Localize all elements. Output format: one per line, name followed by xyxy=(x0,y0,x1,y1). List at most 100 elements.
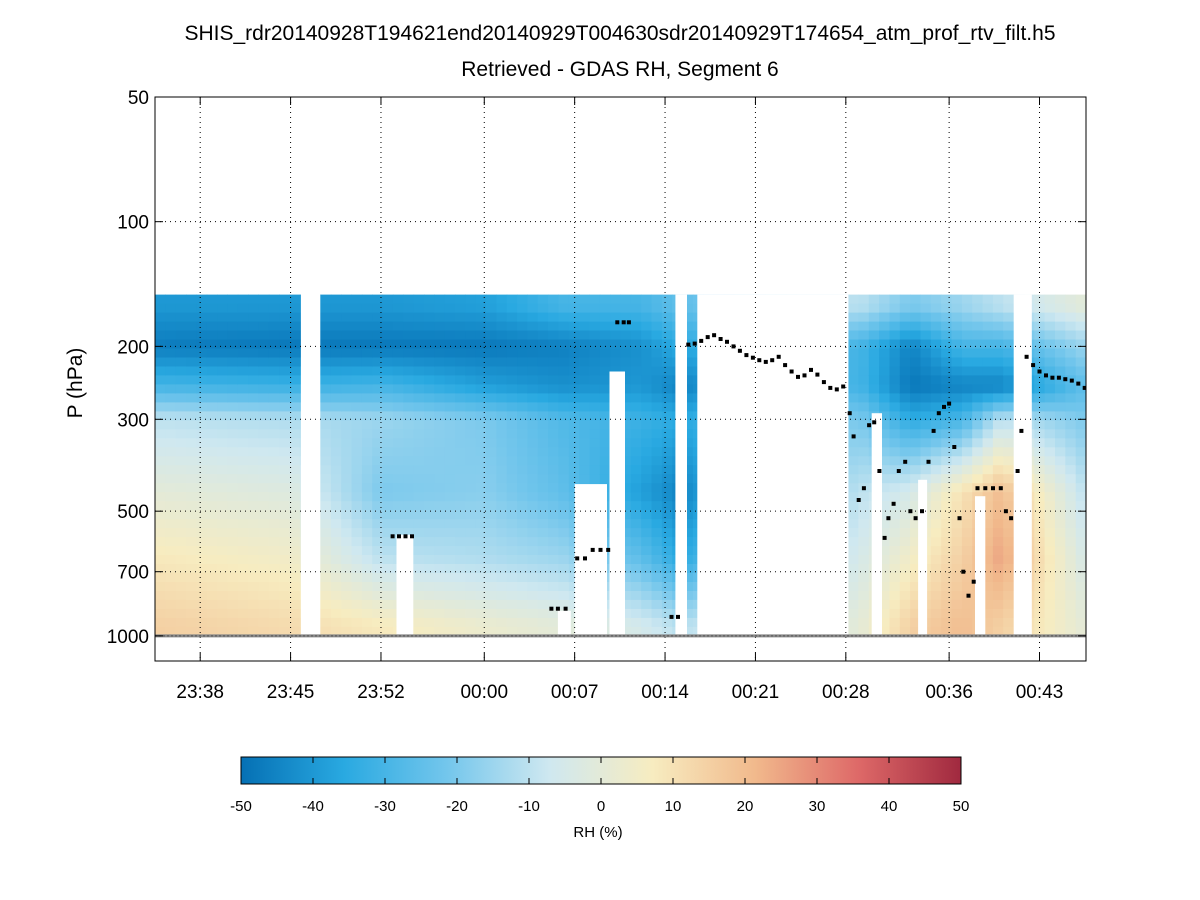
heatmap-cell xyxy=(289,312,301,323)
heatmap-cell xyxy=(517,402,528,412)
heatmap-cell xyxy=(486,429,497,439)
heatmap-cell xyxy=(289,420,301,430)
heatmap-cell xyxy=(599,411,611,421)
heatmap-cell xyxy=(289,510,301,520)
heatmap-cell xyxy=(227,375,239,385)
heatmap-cell xyxy=(961,393,973,403)
heatmap-cell xyxy=(361,411,373,421)
heatmap-cell xyxy=(320,420,332,430)
heatmap-cell xyxy=(910,348,921,359)
missing-data-gap xyxy=(697,294,849,638)
heatmap-cell xyxy=(1003,339,1015,350)
heatmap-cell xyxy=(372,330,384,341)
heatmap-cell xyxy=(258,393,270,403)
heatmap-cell xyxy=(1055,573,1066,583)
heatmap-cell xyxy=(641,294,653,305)
cloud-top-marker xyxy=(1076,381,1081,386)
heatmap-cell xyxy=(165,420,177,430)
heatmap-cell xyxy=(661,528,673,538)
heatmap-cell xyxy=(630,528,642,538)
heatmap-cell xyxy=(424,339,435,350)
heatmap-cell xyxy=(992,626,1004,637)
heatmap-cell xyxy=(372,348,384,359)
y-tick-label: 50 xyxy=(128,88,149,109)
heatmap-cell xyxy=(196,617,208,628)
heatmap-cell xyxy=(320,492,332,502)
heatmap-cell xyxy=(372,456,384,466)
heatmap-cell xyxy=(651,465,663,475)
heatmap-cell xyxy=(268,519,280,529)
heatmap-cell xyxy=(1034,608,1046,619)
heatmap-cell xyxy=(941,501,953,511)
heatmap-cell xyxy=(610,303,622,314)
heatmap-cell xyxy=(268,294,280,305)
heatmap-cell xyxy=(620,357,632,368)
heatmap-cell xyxy=(848,626,859,637)
heatmap-cell xyxy=(268,573,280,583)
heatmap-cell xyxy=(848,617,859,628)
heatmap-cell xyxy=(258,420,270,430)
heatmap-cell xyxy=(1065,492,1077,502)
heatmap-cell xyxy=(175,528,187,538)
heatmap-cell xyxy=(651,366,663,377)
heatmap-cell xyxy=(175,573,187,583)
heatmap-cell xyxy=(899,402,911,412)
heatmap-cell xyxy=(475,519,487,529)
heatmap-cell xyxy=(279,546,290,556)
heatmap-cell xyxy=(465,582,477,592)
heatmap-cell xyxy=(217,420,228,430)
heatmap-cell xyxy=(237,420,249,430)
heatmap-cell xyxy=(1065,474,1077,484)
heatmap-cell xyxy=(351,465,363,475)
heatmap-cell xyxy=(992,591,1004,601)
cloud-top-marker xyxy=(731,344,736,349)
heatmap-cell xyxy=(982,483,994,493)
heatmap-cell xyxy=(268,546,280,556)
heatmap-cell xyxy=(579,420,590,430)
heatmap-cell xyxy=(641,519,653,529)
heatmap-cell xyxy=(248,438,259,448)
heatmap-cell xyxy=(227,402,239,412)
heatmap-cell xyxy=(279,492,290,502)
heatmap-cell xyxy=(620,564,632,574)
heatmap-cell xyxy=(279,348,290,359)
heatmap-cell xyxy=(961,599,973,610)
heatmap-cell xyxy=(537,303,549,314)
heatmap-cell xyxy=(361,294,373,305)
heatmap-cell xyxy=(455,312,466,323)
heatmap-cell xyxy=(424,528,435,538)
heatmap-cell xyxy=(475,617,487,628)
heatmap-cell xyxy=(217,492,228,502)
heatmap-cell xyxy=(930,519,942,529)
heatmap-cell xyxy=(455,608,466,619)
heatmap-cell xyxy=(496,591,508,601)
heatmap-cell xyxy=(289,330,301,341)
heatmap-cell xyxy=(641,411,653,421)
heatmap-cell xyxy=(889,321,901,332)
heatmap-cell xyxy=(434,626,446,637)
heatmap-cell xyxy=(206,501,218,511)
heatmap-cell xyxy=(330,393,342,403)
heatmap-cell xyxy=(858,564,870,574)
heatmap-cell xyxy=(372,608,384,619)
heatmap-cell xyxy=(413,447,425,457)
heatmap-cell xyxy=(465,384,477,394)
heatmap-cell xyxy=(930,420,942,430)
heatmap-cell xyxy=(351,626,363,637)
heatmap-cell xyxy=(599,474,611,484)
x-tick-label: 00:21 xyxy=(732,682,780,703)
heatmap-cell xyxy=(1044,474,1056,484)
heatmap-cell xyxy=(1055,447,1066,457)
heatmap-cell xyxy=(1003,564,1015,574)
heatmap-cell xyxy=(444,456,456,466)
heatmap-cell xyxy=(361,438,373,448)
heatmap-cell xyxy=(568,582,580,592)
heatmap-cell xyxy=(682,411,694,421)
heatmap-cell xyxy=(930,617,942,628)
heatmap-cell xyxy=(579,402,590,412)
heatmap-cell xyxy=(951,330,963,341)
heatmap-cell xyxy=(548,510,559,520)
heatmap-cell xyxy=(879,384,890,394)
heatmap-cell xyxy=(961,564,973,574)
heatmap-cell xyxy=(237,384,249,394)
